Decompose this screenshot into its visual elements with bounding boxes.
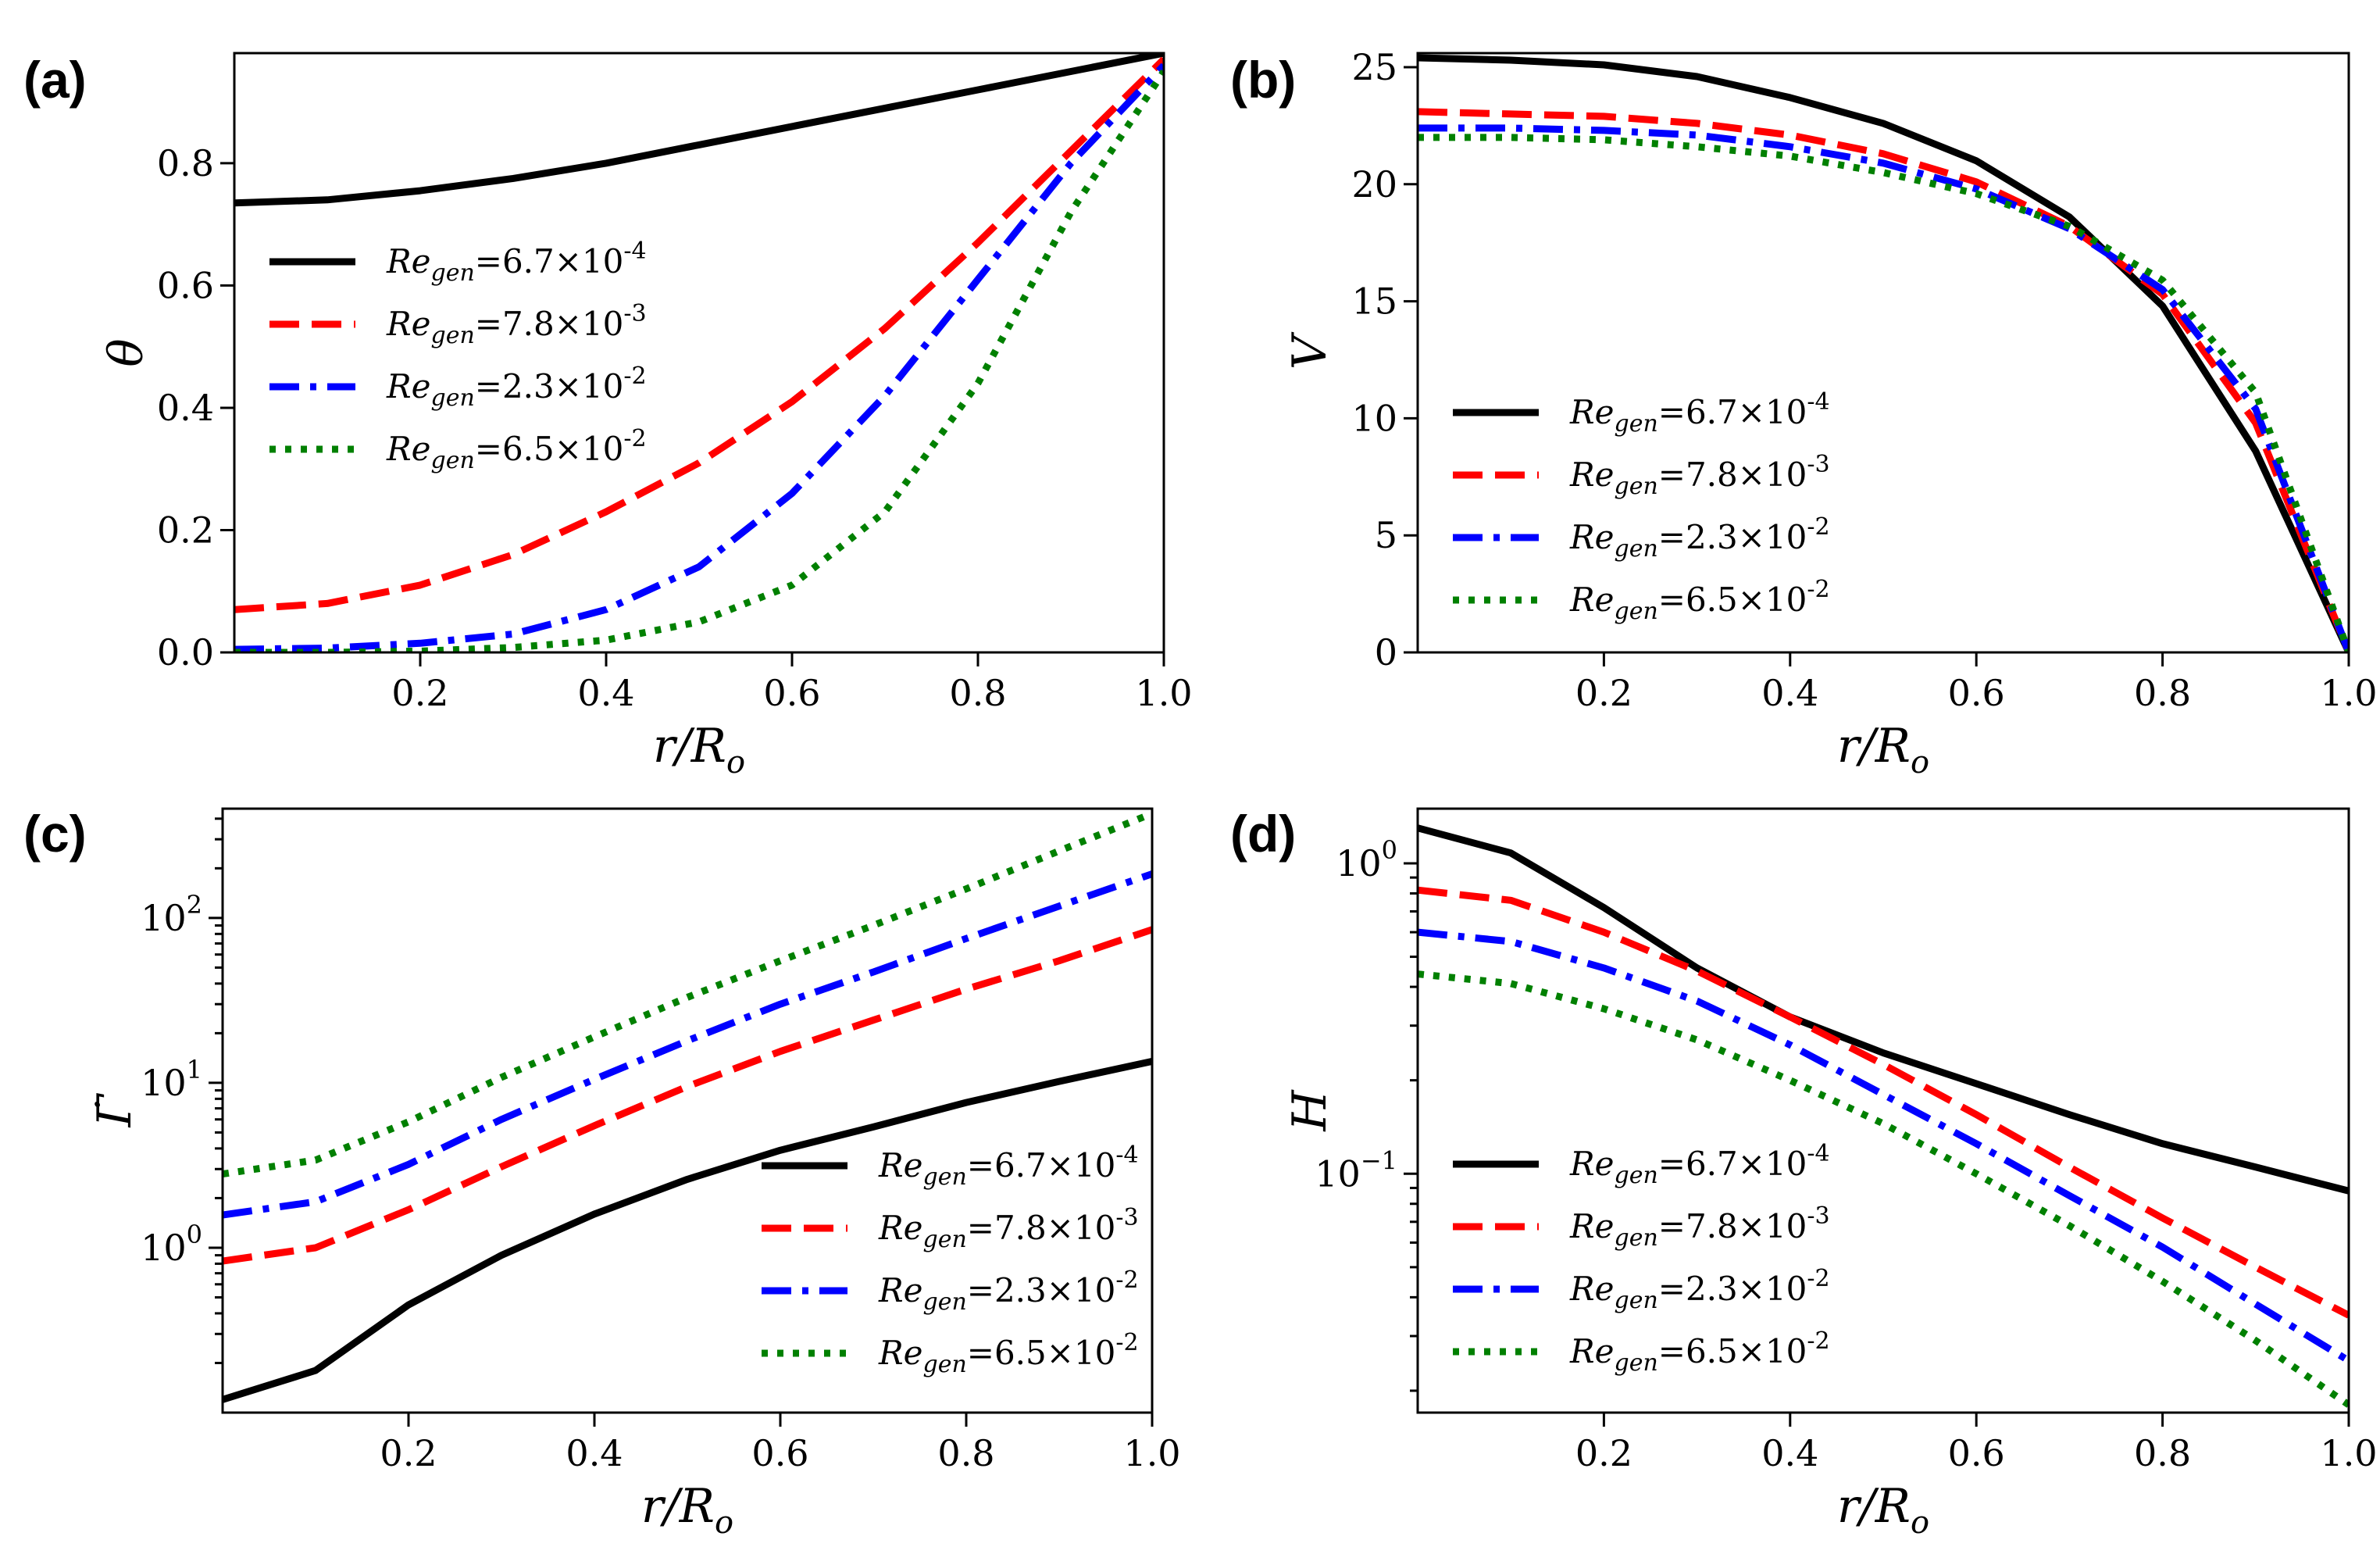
x-tick-label: 0.8 [949, 672, 1006, 714]
y-axis-label: H [1283, 1089, 1337, 1132]
legend-label: Regen=6.5×10-2 [1569, 1327, 1830, 1377]
x-axis-label: r/Ro [641, 1479, 733, 1541]
y-tick-label: 0 [1375, 631, 1397, 673]
x-axis-label: r/Ro [1837, 719, 1929, 781]
legend-label: Regen=6.7×10-4 [878, 1141, 1139, 1191]
legend: Regen=6.7×10-4 Regen=7.8×10-3 Regen=2.3×10… [762, 1141, 1139, 1378]
series-line [223, 926, 1152, 1265]
plot-frame [221, 807, 1154, 1414]
plot-frame [1416, 52, 2350, 654]
series-line [1418, 886, 2349, 1319]
y-tick-label: 15 [1351, 280, 1397, 323]
x-tick-label: 0.8 [2134, 672, 2191, 714]
legend-label: Regen=6.7×10-4 [386, 238, 647, 287]
x-tick-label: 1.0 [1123, 1432, 1180, 1474]
y-tick-label: 100 [1336, 835, 1397, 884]
y-tick-label: 102 [141, 890, 202, 939]
series-line [1418, 970, 2349, 1408]
legend-label: Regen=2.3×10-2 [1569, 1265, 1830, 1314]
series-group [223, 810, 1152, 1403]
series-line [234, 70, 1164, 652]
legend-label: Regen=7.8×10-3 [1569, 451, 1830, 500]
legend-label: Regen=6.5×10-2 [878, 1329, 1139, 1378]
x-tick-label: 0.4 [1761, 1432, 1818, 1474]
y-axis-label: Γ̇ [87, 1092, 142, 1127]
series-line [234, 53, 1164, 207]
y-tick-label: 0.4 [157, 387, 214, 429]
y-tick-label: 10−1 [1315, 1145, 1397, 1195]
panel-c: (c) 100 101 102 0.2 0.4 0.6 0.8 1.0 r/Ro Γ̇ Regen=6… [23, 805, 1181, 1541]
legend: Regen=6.7×10-4 Regen=7.8×10-3 Regen=2.3×10… [1453, 1140, 1830, 1377]
y-tick-label: 0.8 [157, 142, 214, 184]
panel-b: (b) 0 5 10 15 20 25 0.2 0.4 0.6 0.8 1.0 r/Ro V Regen=6… [1230, 46, 2378, 781]
x-tick-label: 1.0 [2320, 672, 2377, 714]
x-tick-label: 0.6 [751, 1432, 808, 1474]
x-tick-label: 0.2 [380, 1432, 437, 1474]
legend: Regen=6.7×10-4 Regen=7.8×10-3 Regen=2.3×10… [1453, 388, 1830, 625]
x-axis-label: r/Ro [653, 719, 745, 781]
x-tick-label: 0.2 [391, 672, 448, 714]
legend-label: Regen=6.5×10-2 [1569, 576, 1830, 625]
panel-label: (c) [23, 805, 87, 863]
x-axis-label: r/Ro [1837, 1479, 1929, 1541]
x-tick-label: 1.0 [1135, 672, 1192, 714]
series-line [234, 63, 1164, 652]
series-group [1418, 824, 2349, 1408]
y-axis-label: θ [99, 338, 154, 366]
series-line [1418, 108, 2349, 652]
y-tick-label: 0.2 [157, 509, 214, 551]
series-group [234, 53, 1164, 652]
y-axis-label: V [1283, 331, 1337, 370]
x-tick-label: 0.8 [2134, 1432, 2191, 1474]
x-tick-label: 0.4 [566, 1432, 623, 1474]
x-tick-label: 0.6 [1948, 672, 2005, 714]
legend-label: Regen=7.8×10-3 [878, 1204, 1139, 1253]
y-tick-label: 20 [1351, 163, 1397, 205]
panel-label: (b) [1230, 51, 1296, 109]
y-tick-label: 25 [1351, 46, 1397, 88]
series-group [1418, 54, 2349, 652]
plot-frame [1416, 807, 2350, 1414]
series-line [223, 1058, 1152, 1403]
x-tick-label: 0.6 [763, 672, 820, 714]
series-line [1418, 134, 2349, 652]
x-tick-label: 0.8 [937, 1432, 994, 1474]
x-tick-label: 0.2 [1575, 672, 1632, 714]
legend-label: Regen=6.7×10-4 [1569, 1140, 1830, 1189]
y-tick-label: 100 [141, 1220, 202, 1269]
series-line [1418, 54, 2349, 652]
series-line [223, 810, 1152, 1178]
series-line [1418, 928, 2349, 1364]
x-tick-label: 0.4 [1761, 672, 1818, 714]
x-tick-label: 0.4 [577, 672, 634, 714]
legend: Regen=6.7×10-4 Regen=7.8×10-3 Regen=2.3×10… [269, 238, 647, 474]
panel-d: (d) 10−1 100 0.2 0.4 0.6 0.8 1.0 r/Ro H Regen=6.7×… [1230, 805, 2378, 1541]
series-line [234, 56, 1164, 613]
legend-label: Regen=2.3×10-2 [386, 363, 647, 412]
panel-label: (d) [1230, 805, 1296, 863]
x-tick-label: 1.0 [2320, 1432, 2377, 1474]
series-line [223, 870, 1152, 1219]
y-tick-label: 5 [1375, 514, 1397, 556]
series-line [1418, 824, 2349, 1195]
y-tick-label: 10 [1351, 397, 1397, 439]
legend-label: Regen=6.5×10-2 [386, 425, 647, 474]
y-tick-label: 101 [141, 1055, 202, 1104]
x-tick-label: 0.2 [1575, 1432, 1632, 1474]
y-tick-label: 0.0 [157, 631, 214, 673]
legend-label: Regen=7.8×10-3 [386, 300, 647, 349]
y-tick-label: 0.6 [157, 264, 214, 306]
legend-label: Regen=2.3×10-2 [1569, 513, 1830, 563]
panel-a: (a) 0.0 0.2 0.4 0.6 0.8 0.2 0.4 0.6 0.8 1.0 r/Ro θ Re… [23, 51, 1193, 781]
legend-label: Regen=7.8×10-3 [1569, 1202, 1830, 1252]
legend-label: Regen=2.3×10-2 [878, 1267, 1139, 1316]
x-tick-label: 0.6 [1948, 1432, 2005, 1474]
panel-label: (a) [23, 51, 87, 109]
legend-label: Regen=6.7×10-4 [1569, 388, 1830, 438]
plot-frame [233, 52, 1165, 654]
series-line [1418, 124, 2349, 652]
